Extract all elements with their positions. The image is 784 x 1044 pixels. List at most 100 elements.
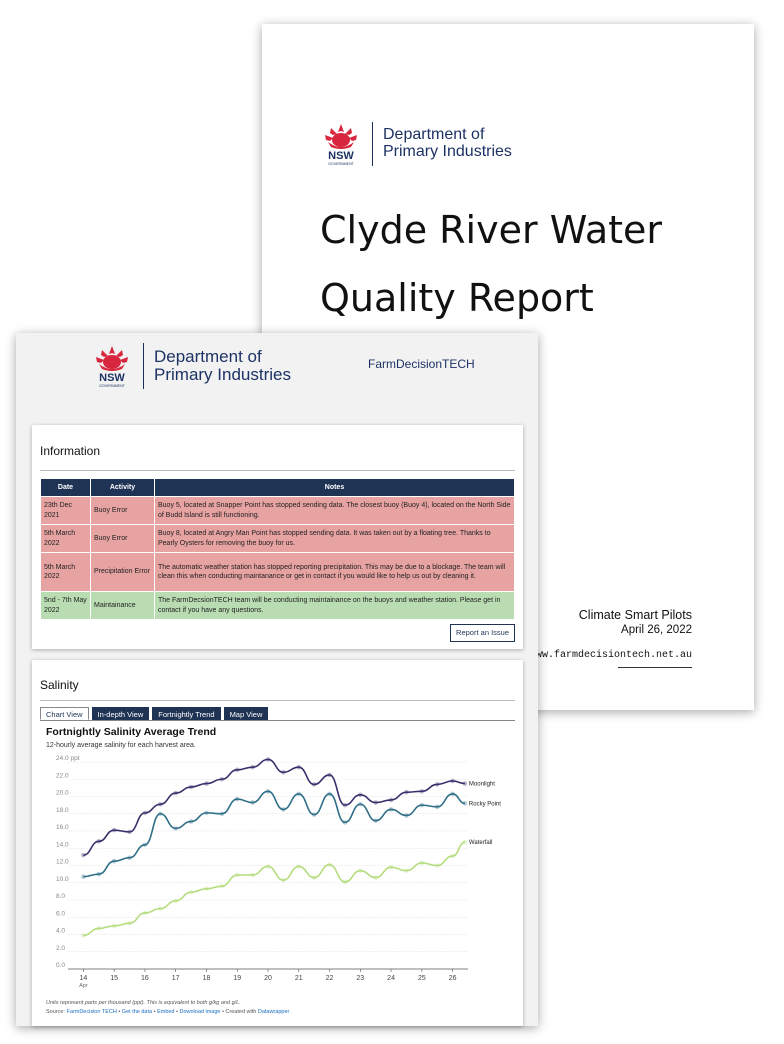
nsw-wordmark: NSW: [99, 372, 125, 384]
program-name: Climate Smart Pilots: [578, 608, 692, 622]
data-point: [404, 789, 409, 795]
data-point: [419, 860, 425, 866]
data-point: [296, 791, 302, 797]
tabs-baseline: [40, 720, 515, 721]
salinity-tabs: Chart View In-depth View Fortnightly Tre…: [40, 707, 269, 720]
data-point: [96, 871, 102, 877]
dpi-name-line1: Department of: [383, 126, 485, 144]
chart-units-note: Units represent parts per thousand (ppt)…: [46, 1000, 241, 1006]
report-issue-button[interactable]: Report an Issue: [450, 624, 515, 642]
x-tick-label: 14: [79, 975, 87, 982]
y-unit-label: 24.0 ppt: [56, 755, 80, 762]
dpi-logo: NSW GOVERNMENT Department of Primary Ind…: [320, 122, 512, 166]
data-point: [81, 852, 86, 858]
salinity-divider: [40, 700, 515, 701]
row-date: 23th Dec 2021: [40, 496, 91, 525]
data-point: [358, 868, 363, 873]
farmdecisiontech-brand[interactable]: FarmDecisionTECH: [368, 357, 475, 371]
data-point: [450, 791, 455, 797]
y-tick-label: 4.0: [56, 928, 65, 935]
tab-map-view[interactable]: Map View: [223, 707, 269, 720]
data-point: [404, 813, 409, 818]
information-table-header: Date Activity Notes: [40, 478, 515, 497]
data-point: [158, 801, 163, 807]
tab-chart-view[interactable]: Chart View: [40, 707, 89, 720]
column-header-notes: Notes: [154, 478, 515, 497]
y-tick-label: 20.0: [56, 790, 69, 797]
information-card: Information Date Activity Notes 23th Dec…: [32, 425, 523, 649]
y-tick-label: 14.0: [56, 841, 69, 848]
data-point: [204, 781, 209, 786]
tab-fortnightly-trend[interactable]: Fortnightly Trend: [152, 707, 221, 720]
data-point: [127, 920, 132, 926]
row-date: 5nd - 7th May 2022: [40, 591, 91, 620]
y-tick-label: 6.0: [56, 910, 65, 917]
data-point: [96, 839, 102, 844]
data-point: [281, 770, 286, 775]
data-point: [219, 883, 225, 889]
data-point: [342, 802, 348, 808]
data-point: [111, 858, 117, 864]
data-point: [311, 812, 317, 817]
data-point: [127, 855, 132, 861]
salinity-card: Salinity Chart View In-depth View Fortni…: [32, 660, 523, 1026]
x-tick-label: 22: [326, 975, 334, 982]
data-point: [281, 877, 286, 883]
x-tick-label: 19: [233, 975, 241, 982]
data-point: [188, 784, 194, 790]
chart-source-line: Source: FarmDecision TECH • Get the data…: [46, 1009, 289, 1015]
get-data-link[interactable]: Get the data: [121, 1009, 153, 1015]
data-point: [388, 807, 394, 812]
embed-link[interactable]: Embed: [157, 1009, 175, 1015]
data-point: [265, 864, 271, 869]
data-point: [450, 778, 455, 784]
data-point: [358, 801, 363, 807]
x-tick-label: 24: [387, 975, 395, 982]
data-point: [219, 811, 225, 817]
row-notes: Buoy 5, located at Snapper Point has sto…: [154, 496, 515, 525]
logo-divider: [372, 122, 373, 166]
data-point: [327, 862, 332, 867]
website-url: www.farmdecisiontech.net.au: [529, 650, 692, 661]
nsw-government-wordmark: GOVERNMENT: [99, 384, 126, 388]
data-point: [188, 889, 194, 895]
row-date: 5th March 2022: [40, 552, 91, 592]
y-tick-label: 10.0: [56, 876, 69, 883]
data-point: [265, 757, 271, 762]
x-month-label: Apr: [79, 983, 88, 989]
report-date: April 26, 2022: [621, 624, 692, 636]
y-tick-label: 0.0: [56, 962, 65, 969]
data-point: [462, 781, 468, 786]
data-point: [388, 797, 394, 803]
tab-in-depth-view[interactable]: In-depth View: [91, 707, 150, 720]
dpi-name-line2: Primary Industries: [154, 365, 291, 384]
source-link[interactable]: FarmDecision TECH: [66, 1009, 117, 1015]
data-point: [342, 879, 348, 885]
data-point: [142, 842, 148, 848]
data-point: [158, 811, 163, 817]
source-prefix: Source:: [46, 1009, 67, 1015]
data-point: [234, 796, 240, 802]
data-point: [373, 818, 378, 823]
download-image-link[interactable]: Download image: [179, 1009, 221, 1015]
separator: •: [152, 1009, 158, 1015]
datawrapper-link[interactable]: Datawrapper: [257, 1009, 290, 1015]
row-activity: Buoy Error: [90, 496, 155, 525]
y-tick-label: 18.0: [56, 807, 69, 814]
dpi-name-line1: Department of: [154, 347, 262, 367]
data-point: [342, 820, 348, 825]
x-tick-label: 18: [203, 975, 211, 982]
row-notes: Buoy 8, located at Angry Man Point has s…: [154, 524, 515, 553]
row-notes: The automatic weather station has stoppe…: [154, 552, 515, 592]
data-point: [173, 790, 178, 796]
column-header-activity: Activity: [90, 478, 155, 497]
chart-title: Fortnightly Salinity Average Trend: [46, 726, 217, 738]
dpi-logo: NSW GOVERNMENT Department of Primary Ind…: [91, 343, 291, 389]
x-tick-label: 26: [449, 975, 457, 982]
data-point: [462, 839, 468, 845]
nsw-waratah-logo: NSW GOVERNMENT: [325, 124, 357, 166]
x-tick-label: 25: [418, 975, 426, 982]
series-line-waterfall: [83, 841, 466, 937]
data-point: [373, 800, 378, 805]
